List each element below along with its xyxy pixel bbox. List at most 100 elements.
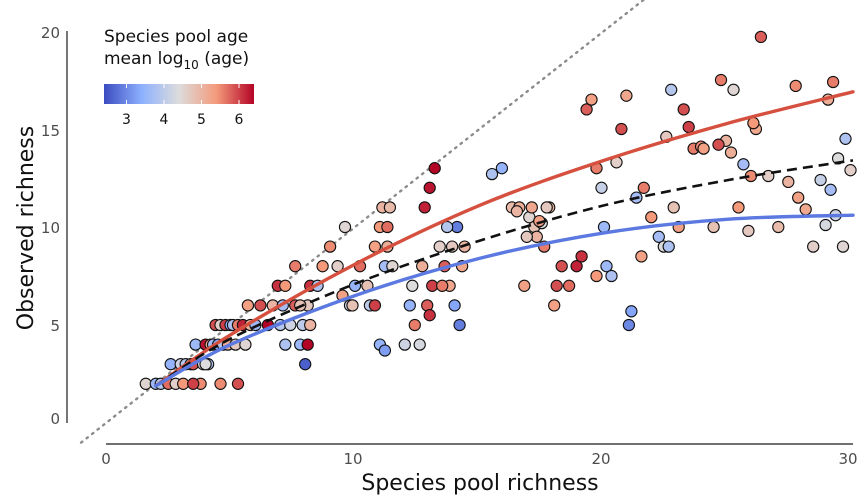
data-point [707, 220, 720, 234]
data-point [548, 299, 561, 312]
data-point [727, 83, 740, 96]
data-point [645, 211, 658, 224]
data-point [799, 203, 812, 216]
data-point [406, 279, 419, 292]
data-point [637, 181, 650, 194]
data-point [585, 93, 598, 106]
legend-colorbar [104, 84, 254, 104]
data-point [279, 338, 292, 351]
data-point [724, 146, 738, 159]
data-point [436, 279, 449, 292]
data-point [510, 205, 524, 218]
data-point [346, 299, 359, 312]
data-point [428, 162, 441, 175]
data-point [807, 240, 820, 253]
y-tick-label: 15 [41, 122, 60, 140]
data-point [423, 181, 436, 194]
data-point [408, 318, 421, 332]
data-point [550, 279, 563, 292]
data-point [316, 260, 329, 273]
fit-curve [155, 159, 854, 387]
legend-tick-label: 4 [160, 112, 169, 128]
data-point [824, 183, 837, 196]
legend-subtitle-sub: 10 [184, 58, 199, 72]
y-tick-label: 10 [41, 219, 60, 237]
data-point [826, 75, 840, 89]
data-point [667, 201, 680, 214]
data-point [844, 164, 857, 177]
y-tick-label: 20 [41, 24, 60, 42]
y-tick-label: 5 [50, 317, 60, 335]
data-point [241, 299, 255, 312]
data-point [605, 269, 618, 283]
x-tick-label: 0 [101, 450, 111, 468]
data-point [762, 169, 775, 183]
data-point [575, 250, 588, 263]
data-point [595, 181, 608, 194]
legend-tick-label: 5 [197, 112, 206, 128]
data-point [677, 103, 690, 116]
data-point [754, 30, 768, 44]
color-legend: Species pool age mean log10 (age) 3 4 5 6 [104, 27, 254, 128]
y-tick-label: 0 [50, 410, 60, 428]
legend-subtitle-suffix: (age) [199, 49, 249, 69]
data-point [440, 220, 454, 234]
data-point [214, 377, 227, 390]
data-point [381, 220, 394, 234]
data-point [187, 377, 200, 390]
data-point [416, 260, 429, 273]
data-point [652, 230, 665, 243]
fit-curves-layer [154, 90, 855, 388]
data-point [518, 279, 531, 292]
data-point [495, 162, 509, 175]
data-point [540, 201, 553, 214]
data-point [254, 299, 267, 312]
data-point [620, 89, 633, 102]
data-point [304, 318, 317, 332]
data-point [742, 224, 755, 238]
data-point [525, 201, 538, 214]
data-point [839, 132, 852, 145]
data-point [279, 279, 292, 292]
data-point [665, 83, 678, 96]
x-tick-label: 20 [591, 450, 610, 468]
data-point [836, 240, 850, 253]
data-point [231, 377, 245, 390]
data-point [301, 338, 314, 351]
legend-tick-label: 3 [122, 112, 131, 128]
data-point [662, 240, 675, 253]
data-point [712, 138, 725, 151]
data-point [403, 299, 416, 312]
data-point [814, 173, 827, 187]
data-point [615, 122, 628, 136]
data-point [289, 260, 302, 273]
data-point [555, 260, 568, 273]
data-point [448, 299, 461, 312]
data-point [789, 79, 802, 93]
data-point [485, 167, 499, 181]
data-point [697, 142, 710, 155]
data-point [413, 338, 426, 351]
data-point [299, 358, 312, 371]
data-point [580, 103, 593, 116]
data-point [418, 201, 431, 214]
data-point [323, 240, 337, 253]
x-tick-label: 10 [343, 450, 362, 468]
data-point [714, 73, 728, 87]
data-point [792, 191, 805, 204]
data-point [570, 260, 583, 273]
x-tick-label: 30 [838, 450, 857, 468]
data-point [423, 309, 436, 322]
data-point [520, 230, 533, 243]
data-point [622, 318, 636, 332]
data-point [368, 299, 382, 312]
data-point [386, 260, 399, 273]
data-point [600, 260, 613, 273]
legend-tick-label: 6 [235, 112, 244, 128]
legend-subtitle-prefix: mean log [104, 49, 184, 69]
data-point [338, 220, 352, 234]
x-axis-title: Species pool richness [361, 471, 598, 496]
data-point [635, 250, 648, 263]
data-point [590, 269, 603, 283]
